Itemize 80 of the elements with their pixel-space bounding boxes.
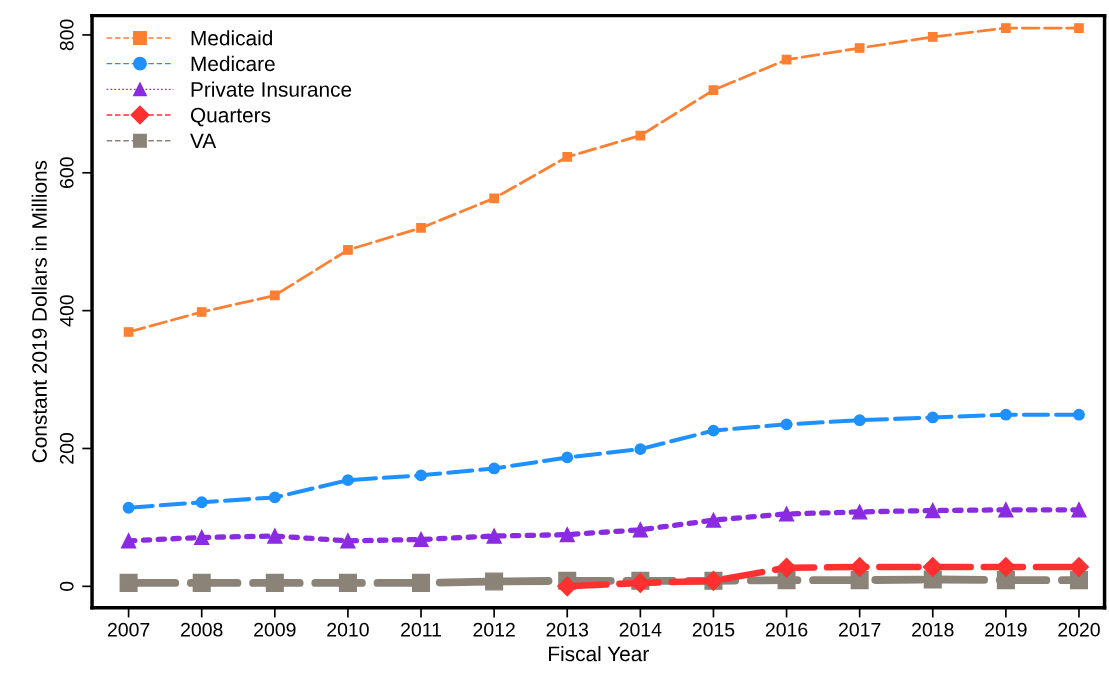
point bbox=[413, 531, 429, 548]
point bbox=[557, 576, 578, 597]
y-tick-label: 600 bbox=[59, 157, 74, 188]
legend-label: Private Insurance bbox=[191, 81, 352, 97]
point bbox=[489, 193, 499, 204]
point bbox=[194, 529, 210, 546]
point bbox=[922, 557, 943, 578]
point bbox=[778, 506, 795, 522]
point bbox=[268, 491, 281, 504]
legend-label: Quarters bbox=[190, 107, 271, 127]
x-tick-label: 2008 bbox=[181, 622, 223, 637]
point bbox=[853, 414, 866, 427]
point bbox=[854, 43, 865, 53]
point bbox=[927, 32, 938, 42]
point bbox=[1071, 502, 1087, 518]
point bbox=[632, 522, 648, 538]
point bbox=[926, 411, 939, 424]
x-tick-label: 2011 bbox=[401, 622, 441, 637]
point bbox=[196, 307, 207, 317]
x-tick-label: 2010 bbox=[327, 622, 369, 637]
point bbox=[1074, 23, 1084, 33]
point bbox=[485, 572, 504, 591]
y-tick-label: 200 bbox=[59, 433, 74, 464]
point bbox=[776, 557, 797, 578]
point bbox=[340, 533, 356, 549]
point bbox=[707, 424, 720, 437]
x-tick-label: 2016 bbox=[765, 622, 808, 637]
point bbox=[559, 527, 575, 543]
point bbox=[120, 533, 137, 549]
point bbox=[852, 504, 868, 520]
x-tick-label: 2015 bbox=[692, 622, 735, 637]
point bbox=[192, 573, 211, 592]
point bbox=[635, 130, 646, 141]
point bbox=[708, 85, 719, 95]
point bbox=[415, 469, 427, 482]
legend-label: Medicare bbox=[191, 55, 275, 72]
point bbox=[343, 245, 353, 255]
point bbox=[561, 451, 574, 464]
point bbox=[411, 573, 431, 592]
point bbox=[119, 573, 138, 592]
point bbox=[1073, 408, 1085, 421]
point bbox=[781, 54, 792, 65]
legend-label: Medicaid bbox=[191, 30, 272, 46]
x-tick-label: 2018 bbox=[912, 622, 954, 637]
point bbox=[705, 512, 722, 528]
point bbox=[338, 573, 357, 592]
x-tick-label: 2017 bbox=[839, 622, 881, 637]
x-tick-label: 2019 bbox=[985, 622, 1027, 637]
y-tick-label: 0 bbox=[59, 581, 74, 591]
point bbox=[486, 528, 502, 544]
point bbox=[195, 496, 208, 509]
point bbox=[269, 290, 280, 301]
point bbox=[265, 573, 284, 592]
x-tick-label: 2007 bbox=[107, 622, 150, 637]
x-tick-label: 2009 bbox=[254, 622, 296, 637]
point bbox=[488, 462, 501, 475]
y-tick-label: 800 bbox=[59, 19, 74, 51]
point bbox=[267, 528, 283, 544]
point bbox=[634, 443, 647, 456]
point bbox=[780, 418, 793, 431]
point bbox=[999, 408, 1012, 421]
y-axis-title: Constant 2019 Dollars in Millions bbox=[31, 160, 47, 463]
x-tick-label: 2012 bbox=[473, 622, 515, 637]
point bbox=[925, 502, 941, 519]
point bbox=[123, 327, 134, 337]
point bbox=[562, 152, 573, 162]
x-tick-label: 2020 bbox=[1058, 622, 1100, 637]
point bbox=[416, 223, 426, 233]
legend-label: VA bbox=[190, 133, 217, 148]
point bbox=[995, 557, 1016, 578]
x-axis-title: Fiscal Year bbox=[549, 645, 649, 662]
y-tick-label: 400 bbox=[59, 295, 74, 327]
point bbox=[1001, 23, 1011, 33]
point bbox=[122, 501, 135, 514]
point bbox=[1068, 557, 1090, 578]
point bbox=[342, 474, 354, 487]
x-tick-label: 2014 bbox=[619, 622, 662, 637]
x-tick-label: 2013 bbox=[546, 622, 589, 637]
point bbox=[849, 557, 870, 578]
point bbox=[998, 502, 1014, 518]
